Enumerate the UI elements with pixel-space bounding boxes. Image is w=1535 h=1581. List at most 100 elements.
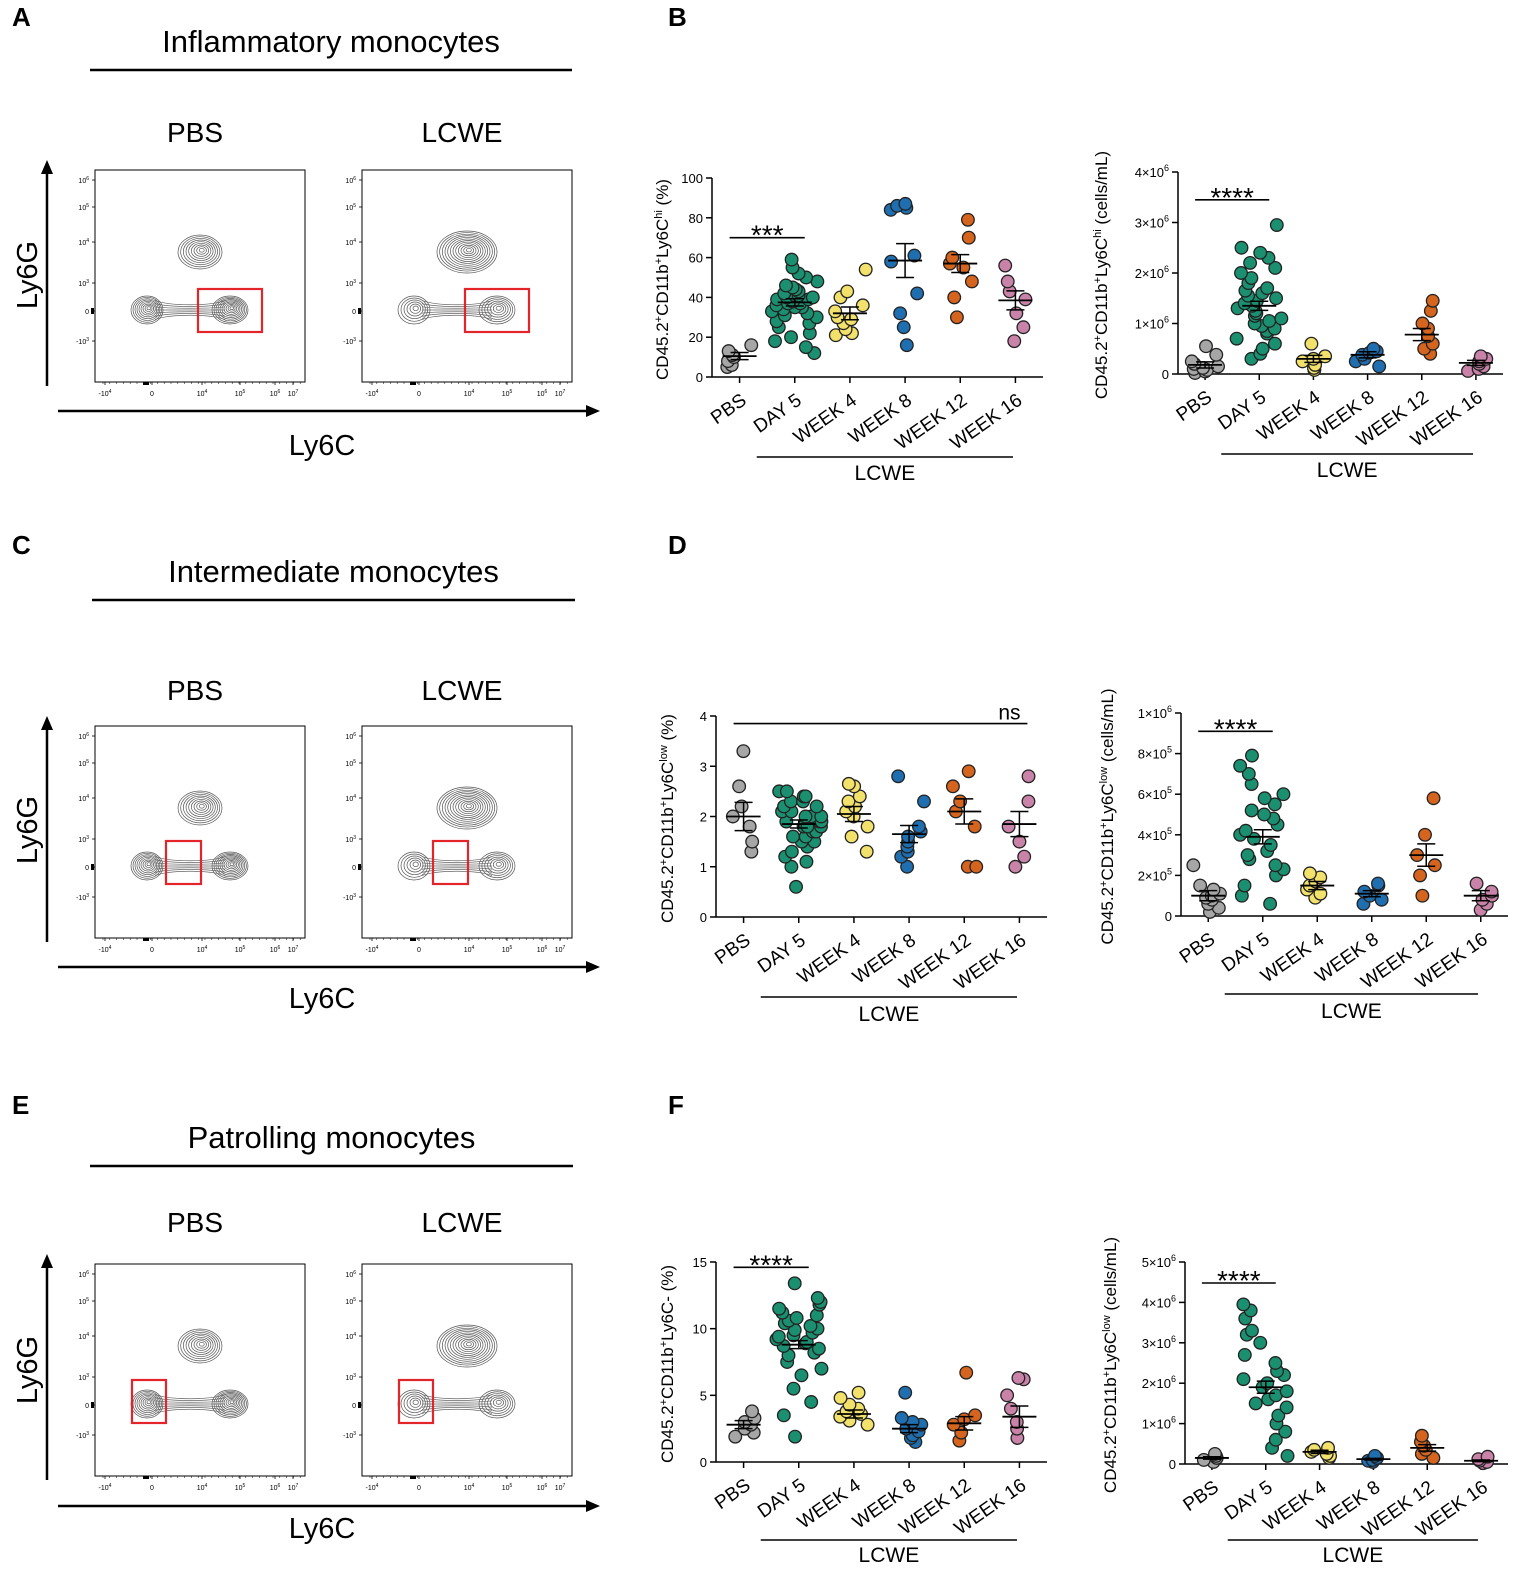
data-point-pbs <box>721 344 736 359</box>
data-point-day-5 <box>1257 807 1272 822</box>
data-point-week-4 <box>833 1391 848 1405</box>
x-axis-label: Ly6C <box>289 430 356 462</box>
ly6c-bridge <box>421 1407 493 1411</box>
data-point-week-8 <box>896 320 911 335</box>
data-point-day-5 <box>789 1311 804 1325</box>
y-tick-label: 0 <box>352 309 356 316</box>
y-axis-label: CD45.2+CD11b+Ly6Chi (cells/mL) <box>1092 151 1111 399</box>
data-point-day-5 <box>798 340 813 355</box>
ly6c-bridge <box>421 869 493 873</box>
y-tick-label: 103 <box>345 835 356 844</box>
ly6g-population <box>449 238 486 264</box>
y-tick-label: 4 <box>700 709 707 724</box>
x-tick-label: 104 <box>464 389 475 398</box>
data-point-week-8 <box>1374 892 1389 907</box>
x-axis-label: Ly6C <box>289 983 356 1015</box>
y-tick-label: -103 <box>343 893 356 902</box>
data-point-week-12 <box>945 779 960 794</box>
y-tick-label: -103 <box>76 337 89 346</box>
data-point-day-5 <box>1234 266 1248 280</box>
ly6c-high-population <box>221 301 241 317</box>
ly6g-population <box>198 247 205 253</box>
group-label: LCWE <box>1317 459 1378 482</box>
data-point-week-16 <box>998 258 1013 273</box>
significance-label: **** <box>1210 182 1254 213</box>
panel-title: Intermediate monocytes <box>168 554 499 589</box>
ly6c-high-population <box>487 1394 509 1412</box>
data-point-week-16 <box>1017 849 1032 864</box>
x-tick-label: 0 <box>417 391 421 398</box>
data-point-day-5 <box>1268 858 1283 873</box>
y-axis-arrow-head <box>41 160 53 174</box>
data-point-week-4 <box>841 776 856 791</box>
data-point-week-8 <box>900 859 915 874</box>
data-point-week-4 <box>828 304 843 319</box>
y-tick-label: -103 <box>76 893 89 902</box>
data-point-week-16 <box>1018 292 1033 307</box>
plot-frame <box>94 725 306 939</box>
data-point-week-16 <box>1016 320 1031 335</box>
ly6c-bridge <box>421 856 493 862</box>
data-point-week-8 <box>917 794 931 809</box>
data-point-day-5 <box>1263 896 1278 911</box>
ly6c-high-population <box>484 855 511 876</box>
data-point-week-12 <box>1426 791 1441 806</box>
ly6c-high-population <box>487 856 509 874</box>
data-point-week-8 <box>907 248 922 263</box>
ly6c-high-population <box>490 1396 507 1410</box>
ly6c-bridge <box>421 859 493 863</box>
x-tick-label: 107 <box>555 945 566 954</box>
ly6g-population <box>439 232 496 272</box>
data-point-day-5 <box>809 799 824 814</box>
y-tick-label: 6×105 <box>1138 785 1172 802</box>
ly6g-population <box>441 233 493 270</box>
ly6c-high-population <box>487 300 509 318</box>
data-point-week-16 <box>1000 274 1015 289</box>
ly6c-high-population <box>492 860 504 869</box>
group-label: LCWE <box>1323 1544 1384 1567</box>
ly6c-high-population <box>229 306 234 310</box>
ly6c-bridge <box>421 314 493 320</box>
ly6c-low-population <box>403 299 426 320</box>
data-point-day-5 <box>1248 1396 1263 1411</box>
x-tick-label: 0 <box>417 1485 421 1492</box>
ly6c-bridge <box>421 870 493 876</box>
data-point-day-5 <box>1233 758 1248 773</box>
y-tick-label: 4×105 <box>1138 826 1172 843</box>
data-point-week-8 <box>891 769 906 784</box>
ly6g-population <box>193 1338 210 1351</box>
ly6c-bridge <box>154 1397 226 1401</box>
data-point-week-12 <box>1415 888 1430 903</box>
data-point-week-4 <box>844 829 859 844</box>
ly6c-bridge <box>154 1408 226 1414</box>
ly6c-low-population <box>134 854 161 877</box>
x-axis-arrow-head <box>586 1500 600 1512</box>
panel-letter: F <box>668 1090 684 1120</box>
y-tick-label: -103 <box>76 1431 89 1440</box>
x-tick-label: PBS <box>711 930 754 969</box>
data-point-pbs <box>736 744 751 759</box>
data-point-week-16 <box>1007 334 1022 349</box>
data-point-week-8 <box>901 829 916 844</box>
y-tick-label: 1 <box>700 860 707 875</box>
ly6g-population <box>180 236 221 268</box>
ly6c-low-population <box>138 1394 158 1412</box>
x-tick-label: -104 <box>99 389 112 398</box>
ly6c-bridge <box>154 1400 226 1403</box>
axis-marker <box>91 864 94 870</box>
data-point-week-4 <box>841 794 856 809</box>
data-point-week-12 <box>961 764 976 779</box>
data-point-day-5 <box>786 1381 801 1396</box>
ly6g-population <box>449 794 486 820</box>
y-tick-label: 106 <box>345 1270 356 1279</box>
data-point-week-8 <box>893 306 908 321</box>
data-point-day-5 <box>1240 848 1255 863</box>
ly6c-bridge <box>154 300 226 306</box>
data-point-day-5 <box>1245 748 1259 763</box>
data-point-day-5 <box>1278 1424 1293 1439</box>
y-axis-label: Ly6G <box>12 241 44 309</box>
ly6c-bridge <box>154 306 226 309</box>
ly6g-population <box>447 1330 489 1360</box>
y-axis-label: CD45.2+CD11b+Ly6Clow (cells/mL) <box>1101 1237 1120 1493</box>
data-point-day-5 <box>1234 240 1249 255</box>
